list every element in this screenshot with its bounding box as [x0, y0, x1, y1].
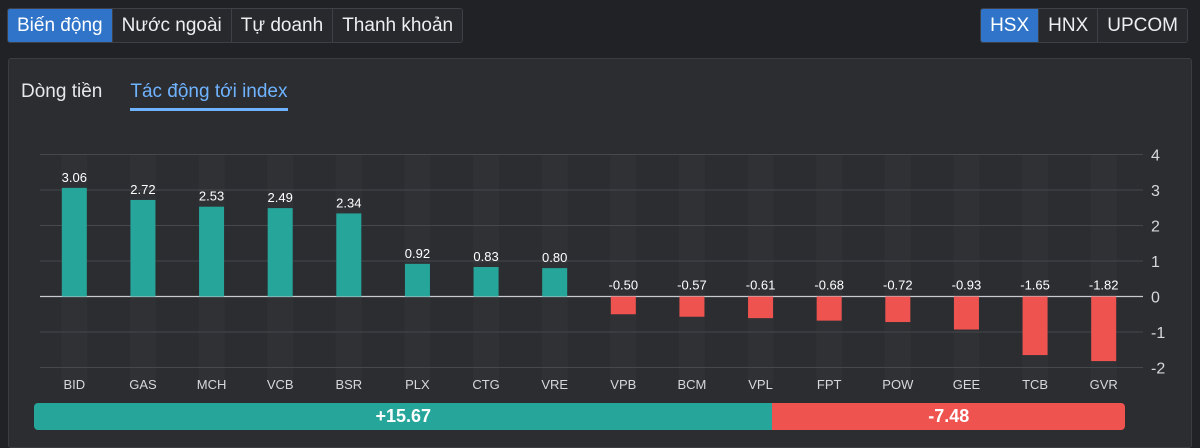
exchange-hnx[interactable]: HNX	[1039, 9, 1099, 42]
subtab-tac-dong-index[interactable]: Tác động tới index	[130, 81, 288, 111]
x-tick-label: TCB	[1022, 377, 1048, 392]
x-tick-label: VRE	[541, 377, 568, 392]
tab-bien-dong[interactable]: Biến động	[8, 9, 113, 42]
value-label: -0.61	[746, 278, 776, 293]
value-label: -0.68	[814, 278, 844, 293]
bar-bcm[interactable]	[679, 296, 705, 317]
value-label: -0.93	[952, 278, 982, 293]
value-label: 0.92	[405, 246, 430, 261]
x-tick-label: GEE	[953, 377, 981, 392]
value-label: 2.34	[336, 195, 361, 210]
y-tick-label: -2	[1151, 361, 1165, 378]
subtab-dong-tien[interactable]: Dòng tiền	[21, 81, 103, 102]
column-band	[610, 154, 637, 384]
value-label: 2.49	[268, 190, 293, 205]
x-tick-label: GAS	[129, 377, 157, 392]
column-band	[747, 154, 774, 384]
bar-pow[interactable]	[885, 296, 911, 323]
y-tick-label: 0	[1151, 290, 1160, 307]
bar-ctg[interactable]	[473, 267, 499, 297]
x-tick-label: PLX	[405, 377, 430, 392]
column-band	[953, 154, 980, 384]
y-tick-label: -1	[1151, 325, 1165, 342]
x-tick-label: MCH	[197, 377, 227, 392]
tab-tu-doanh[interactable]: Tự doanh	[231, 9, 334, 42]
x-tick-label: VPL	[748, 377, 773, 392]
summary-bar: +15.67 -7.48	[34, 403, 1125, 430]
exchange-upcom[interactable]: UPCOM	[1098, 9, 1187, 42]
x-tick-label: BID	[63, 377, 85, 392]
value-label: 2.53	[199, 189, 224, 204]
bar-vpb[interactable]	[610, 296, 636, 315]
bar-vre[interactable]	[542, 268, 568, 297]
view-tabs: Biến động Nước ngoài Tự doanh Thanh khoả…	[7, 8, 464, 43]
y-tick-label: 3	[1151, 183, 1160, 200]
value-label: 3.06	[62, 170, 87, 185]
bar-vcb[interactable]	[267, 208, 293, 297]
bar-tcb[interactable]	[1022, 296, 1048, 356]
bar-gvr[interactable]	[1091, 296, 1117, 362]
x-tick-label: CTG	[472, 377, 499, 392]
column-band	[678, 154, 705, 384]
exchange-hsx[interactable]: HSX	[981, 9, 1040, 42]
column-band	[884, 154, 911, 384]
x-tick-label: FPT	[817, 377, 842, 392]
y-tick-label: 1	[1151, 254, 1160, 271]
panel-subtabs: Dòng tiền Tác động tới index	[21, 81, 288, 111]
bar-bsr[interactable]	[336, 213, 362, 297]
x-tick-label: BSR	[335, 377, 362, 392]
value-label: -0.57	[677, 278, 707, 293]
x-tick-label: BCM	[677, 377, 706, 392]
bar-gee[interactable]	[953, 296, 979, 330]
bar-bid[interactable]	[61, 187, 87, 297]
bar-gas[interactable]	[130, 199, 156, 297]
index-impact-chart: 4 3 2 1 0 -1 -2 3.06 BID 2.72 GAS 2.53 MCH 2.49 VCB 2.3…	[40, 148, 1165, 392]
bar-plx[interactable]	[404, 263, 430, 297]
y-tick-label: 2	[1151, 219, 1160, 236]
summary-negative: -7.48	[772, 403, 1125, 430]
value-label: 2.72	[130, 182, 155, 197]
summary-positive: +15.67	[34, 403, 773, 430]
x-tick-label: VPB	[610, 377, 636, 392]
value-label: -0.50	[608, 278, 638, 293]
value-label: 0.80	[542, 250, 567, 265]
tab-thanh-khoan[interactable]: Thanh khoản	[333, 9, 463, 42]
bar-mch[interactable]	[199, 206, 225, 297]
x-tick-label: VCB	[267, 377, 294, 392]
column-band	[816, 154, 843, 384]
y-tick-label: 4	[1151, 148, 1160, 165]
value-label: -1.65	[1020, 278, 1050, 293]
bar-fpt[interactable]	[816, 296, 842, 321]
tab-nuoc-ngoai[interactable]: Nước ngoài	[112, 9, 232, 42]
bar-vpl[interactable]	[748, 296, 774, 319]
x-tick-label: GVR	[1090, 377, 1118, 392]
value-label: -1.82	[1089, 278, 1119, 293]
value-label: 0.83	[473, 249, 498, 264]
value-label: -0.72	[883, 278, 913, 293]
exchange-tabs: HSX HNX UPCOM	[980, 8, 1188, 43]
x-tick-label: POW	[882, 377, 914, 392]
